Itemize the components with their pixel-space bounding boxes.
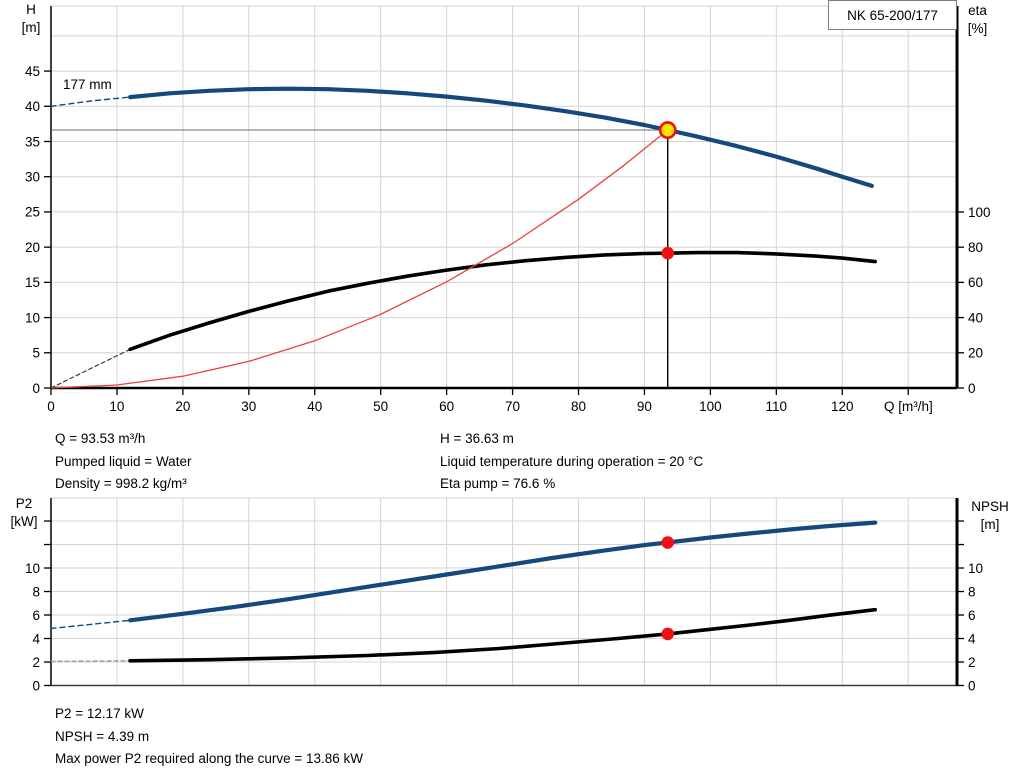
- info-line-h: H = 36.63 m: [440, 431, 514, 446]
- info-line-density: Density = 998.2 kg/m³: [55, 476, 187, 492]
- NPSH-tick-label: 10: [968, 561, 983, 576]
- p2-axis-unit-label: [kW]: [10, 514, 38, 529]
- eta-tick-label: 100: [968, 205, 991, 220]
- npsh-curve: [128, 607, 877, 663]
- info-line-maxpower: Max power P2 required along the curve = …: [55, 751, 364, 767]
- eta-curve: [128, 250, 877, 352]
- npsh-axis-unit-label: [m]: [980, 517, 1000, 532]
- H-tick-label: 0: [32, 381, 40, 396]
- x-tick-label: 30: [241, 399, 256, 414]
- P2-tick-label: 0: [32, 678, 40, 693]
- npsh-axis-label: NPSH: [971, 499, 1009, 514]
- H-tick-label: 5: [32, 346, 40, 361]
- pump-type-label: NK 65-200/177: [828, 0, 957, 30]
- head-curve-dashed: [50, 96, 131, 107]
- x-tick-label: 80: [571, 399, 586, 414]
- info-line-eta: Eta pump = 76.6 %: [440, 476, 556, 492]
- H-tick-label: 25: [25, 205, 40, 220]
- h-axis-unit-label: [m]: [21, 20, 41, 35]
- H-tick-label: 10: [25, 310, 40, 325]
- eta-curve-dashed: [50, 348, 131, 389]
- x-tick-label: 120: [831, 399, 854, 414]
- eta-tick-label: 60: [968, 275, 983, 290]
- eta-tick-label: 80: [968, 240, 983, 255]
- eta-axis-label: eta: [968, 3, 987, 18]
- NPSH-tick-label: 4: [968, 631, 976, 646]
- H-tick-label: 45: [25, 64, 40, 79]
- eta-tick-label: 40: [968, 310, 983, 325]
- x-tick-label: 90: [637, 399, 652, 414]
- eta-tick-label: 20: [968, 346, 983, 361]
- eta-axis-unit-label: [%]: [967, 21, 988, 36]
- q-axis-label: Q [m³/h]: [884, 399, 933, 414]
- info-line-p2: P2 = 12.17 kW: [55, 706, 144, 721]
- x-tick-label: 100: [699, 399, 722, 414]
- H-tick-label: 40: [25, 99, 40, 114]
- info-line-temp: Liquid temperature during operation = 20…: [440, 453, 704, 469]
- H-tick-label: 35: [25, 134, 40, 149]
- p2-curve-dashed: [50, 619, 131, 630]
- x-tick-label: 60: [439, 399, 454, 414]
- operating-point-info-right: H = 36.63 m Liquid temperature during op…: [440, 428, 703, 496]
- p2-axis-label: P2: [15, 496, 33, 511]
- NPSH-tick-label: 6: [968, 608, 976, 623]
- H-tick-label: 15: [25, 275, 40, 290]
- p2-curve: [128, 520, 878, 623]
- x-tick-label: 40: [307, 399, 322, 414]
- operating-point-info-left: Q = 93.53 m³/h Pumped liquid = Water Den…: [55, 428, 191, 496]
- head-curve: [128, 86, 874, 188]
- power-info: P2 = 12.17 kW NPSH = 4.39 m Max power P2…: [55, 703, 363, 771]
- NPSH-tick-label: 8: [968, 584, 976, 599]
- NPSH-tick-label: 0: [968, 678, 976, 693]
- x-tick-label: 50: [373, 399, 388, 414]
- npsh-curve-dashed: [50, 660, 131, 663]
- P2-tick-label: 2: [32, 655, 40, 670]
- eta-duty-dot: [661, 246, 675, 260]
- system-curve: [50, 129, 669, 389]
- x-tick-label: 70: [505, 399, 520, 414]
- info-line-npsh: NPSH = 4.39 m: [55, 728, 150, 744]
- x-tick-label: 110: [766, 399, 788, 414]
- H-tick-label: 20: [25, 240, 40, 255]
- P2-tick-label: 4: [32, 631, 40, 646]
- P2-tick-label: 8: [32, 584, 40, 599]
- P2-tick-label: 6: [32, 608, 40, 623]
- x-tick-label: 0: [47, 399, 55, 414]
- x-tick-label: 20: [175, 399, 190, 414]
- x-tick-label: 10: [109, 399, 124, 414]
- NPSH-tick-label: 2: [968, 655, 976, 670]
- info-line-liquid: Pumped liquid = Water: [55, 453, 192, 469]
- h-axis-label: H: [26, 2, 36, 17]
- impeller-diameter-label: 177 mm: [63, 77, 112, 92]
- p2-duty-dot: [661, 536, 675, 549]
- info-line-q: Q = 93.53 m³/h: [55, 431, 146, 446]
- duty-point-marker[interactable]: [658, 121, 677, 139]
- npsh-duty-dot: [661, 627, 675, 641]
- H-tick-label: 30: [25, 170, 40, 185]
- P2-tick-label: 10: [25, 561, 40, 576]
- eta-tick-label: 0: [968, 381, 976, 396]
